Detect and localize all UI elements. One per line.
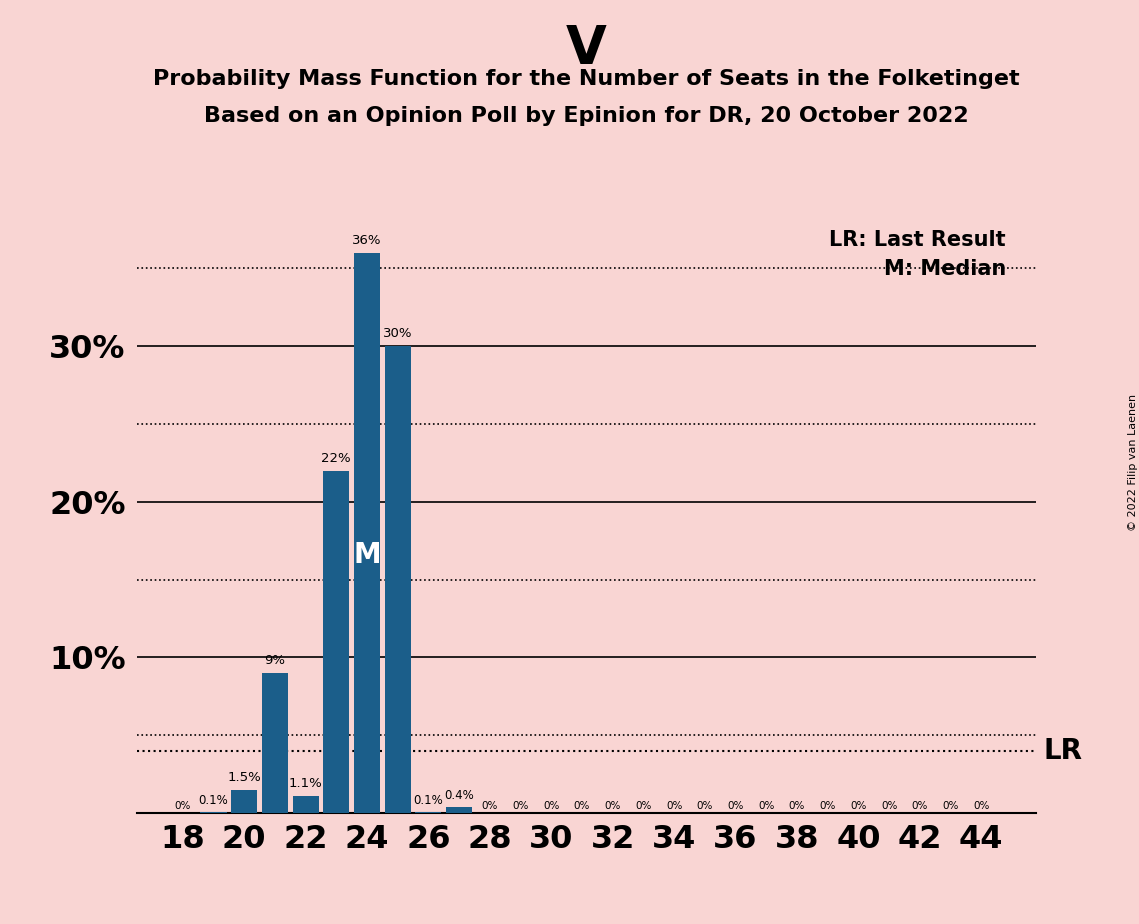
Text: LR: LR <box>1043 736 1082 765</box>
Text: 1.5%: 1.5% <box>228 771 261 784</box>
Text: 9%: 9% <box>264 654 286 667</box>
Text: 22%: 22% <box>321 452 351 465</box>
Text: 0%: 0% <box>543 801 559 810</box>
Text: 0%: 0% <box>759 801 775 810</box>
Text: 0%: 0% <box>942 801 959 810</box>
Text: 0.1%: 0.1% <box>198 794 228 807</box>
Text: 0%: 0% <box>636 801 652 810</box>
Bar <box>200 811 227 813</box>
Text: 0%: 0% <box>174 801 191 810</box>
Text: © 2022 Filip van Laenen: © 2022 Filip van Laenen <box>1129 394 1138 530</box>
Text: LR: Last Result: LR: Last Result <box>829 229 1006 249</box>
Bar <box>416 811 442 813</box>
Bar <box>385 346 411 813</box>
Text: 0%: 0% <box>850 801 867 810</box>
Text: 0%: 0% <box>973 801 990 810</box>
Text: 0.4%: 0.4% <box>444 789 474 802</box>
Text: Probability Mass Function for the Number of Seats in the Folketinget: Probability Mass Function for the Number… <box>154 69 1019 90</box>
Text: 0%: 0% <box>911 801 928 810</box>
Bar <box>262 673 288 813</box>
Text: 0%: 0% <box>482 801 498 810</box>
Bar <box>446 807 473 813</box>
Text: M: M <box>353 541 380 569</box>
Text: 0%: 0% <box>880 801 898 810</box>
Bar <box>323 470 350 813</box>
Text: 30%: 30% <box>383 327 412 340</box>
Text: 0%: 0% <box>513 801 528 810</box>
Text: 0%: 0% <box>697 801 713 810</box>
Bar <box>293 796 319 813</box>
Text: Based on an Opinion Poll by Epinion for DR, 20 October 2022: Based on an Opinion Poll by Epinion for … <box>204 106 969 127</box>
Text: 0%: 0% <box>605 801 621 810</box>
Text: 0%: 0% <box>574 801 590 810</box>
Text: V: V <box>566 23 607 75</box>
Bar <box>354 253 380 813</box>
Text: 0.1%: 0.1% <box>413 794 443 807</box>
Text: 1.1%: 1.1% <box>288 777 322 790</box>
Text: 0%: 0% <box>728 801 744 810</box>
Text: 36%: 36% <box>352 234 382 247</box>
Bar <box>231 790 257 813</box>
Text: M: Median: M: Median <box>884 259 1006 279</box>
Text: 0%: 0% <box>789 801 805 810</box>
Text: 0%: 0% <box>819 801 836 810</box>
Text: 0%: 0% <box>666 801 682 810</box>
